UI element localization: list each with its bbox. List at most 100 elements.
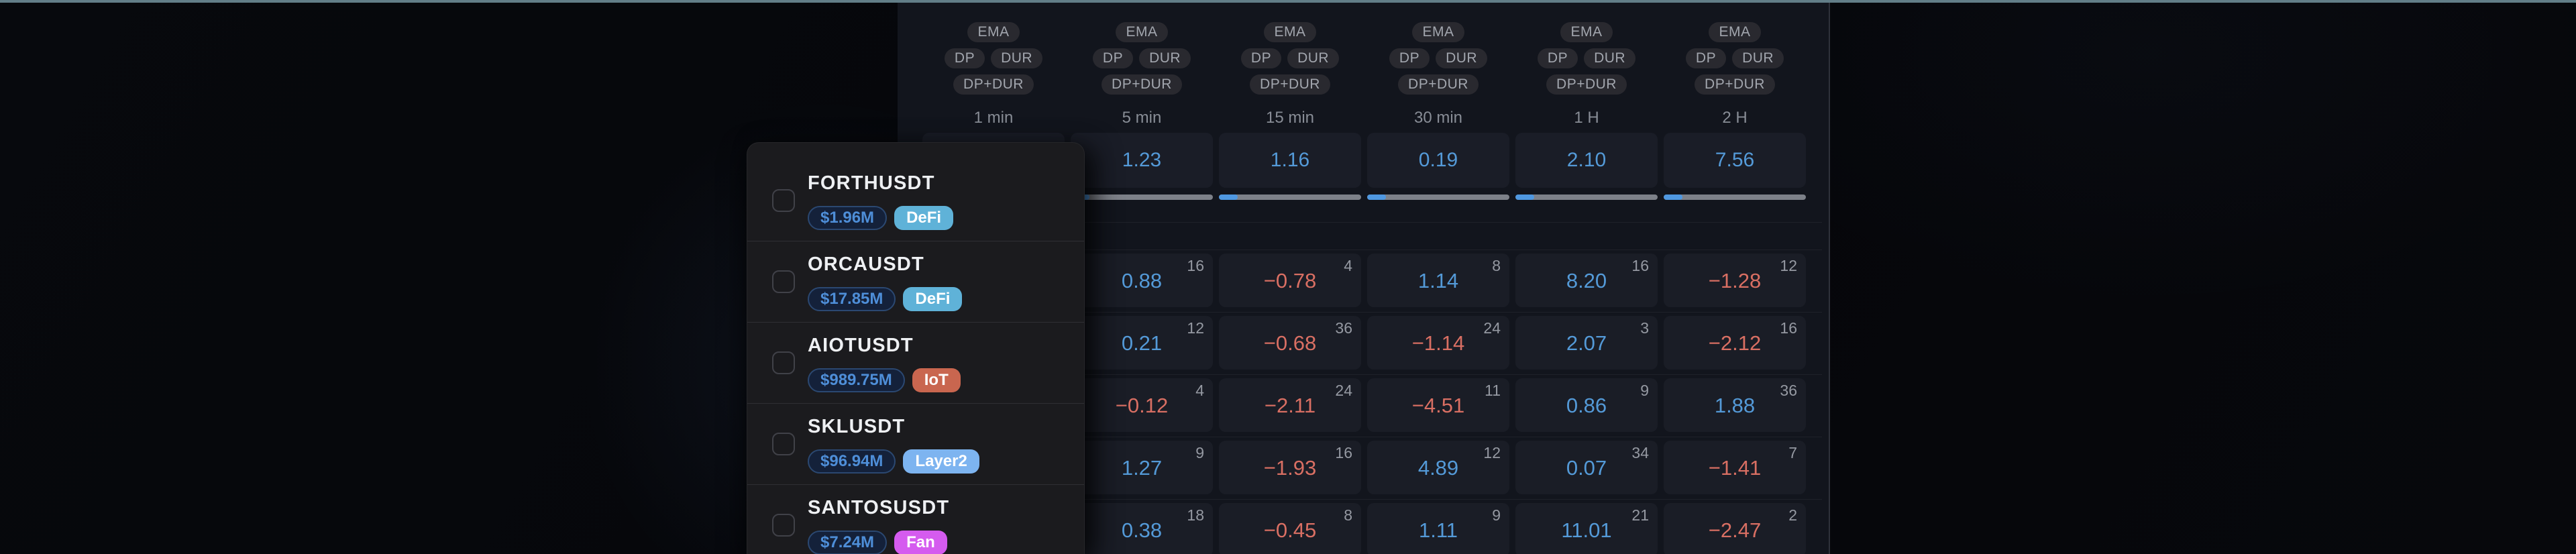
symbol-checkbox[interactable] <box>772 433 795 455</box>
duration-progress-bar <box>1071 195 1213 200</box>
signal-cell: 24 −1.14 <box>1367 316 1509 370</box>
signal-cell: 34 0.07 <box>1515 441 1658 494</box>
column-controls-2h: EMA DP DUR DP+DUR <box>1664 22 1806 95</box>
category-tag: Fan <box>894 531 947 554</box>
signal-cell: 21 11.01 <box>1515 503 1658 554</box>
symbol-list-item[interactable]: ORCAUSDT $17.85M DeFi <box>747 241 1084 323</box>
ema-button[interactable]: EMA <box>1412 22 1464 42</box>
ema-button[interactable]: EMA <box>1560 22 1613 42</box>
symbol-name: FORTHUSDT <box>808 172 935 194</box>
ema-button[interactable]: EMA <box>1116 22 1168 42</box>
progress-fill <box>1515 195 1534 200</box>
dp-button[interactable]: DP <box>1240 48 1282 68</box>
symbol-checkbox[interactable] <box>772 189 795 212</box>
dp-button[interactable]: DP <box>944 48 985 68</box>
dp-dur-button[interactable]: DP+DUR <box>1102 74 1182 95</box>
dur-button[interactable]: DUR <box>1139 48 1191 68</box>
signal-cell: 4 −0.78 <box>1219 254 1361 307</box>
market-cap-badge: $1.96M <box>808 206 888 230</box>
symbol-list-item[interactable]: FORTHUSDT $1.96M DeFi <box>747 160 1084 241</box>
ema-value-card: 2.10 <box>1515 133 1658 188</box>
signal-cell: 16 0.88 <box>1071 254 1213 307</box>
column-controls-15min: EMA DP DUR DP+DUR <box>1219 22 1361 95</box>
signal-cell: 8 1.14 <box>1367 254 1509 307</box>
symbol-checkbox[interactable] <box>772 351 795 374</box>
signal-cell: 8 −0.45 <box>1219 503 1361 554</box>
dur-button[interactable]: DUR <box>1287 48 1340 68</box>
dur-button[interactable]: DUR <box>1436 48 1488 68</box>
signal-cell: 16 −1.93 <box>1219 441 1361 494</box>
row-divider <box>904 312 1822 313</box>
symbol-list-item[interactable]: SANTOSUSDT $7.24M Fan <box>747 485 1084 554</box>
ema-button[interactable]: EMA <box>967 22 1020 42</box>
signal-cell: 9 0.86 <box>1515 378 1658 432</box>
dp-dur-button[interactable]: DP+DUR <box>1695 74 1775 95</box>
dur-button[interactable]: DUR <box>1732 48 1784 68</box>
ema-value-card: 7.56 <box>1664 133 1806 188</box>
dp-dur-button[interactable]: DP+DUR <box>1546 74 1627 95</box>
top-accent-bar <box>0 0 2576 3</box>
market-cap-badge: $7.24M <box>808 531 888 554</box>
signal-cell: 7 −1.41 <box>1664 441 1806 494</box>
timeframe-label: 30 min <box>1413 109 1463 127</box>
category-tag: DeFi <box>903 287 963 311</box>
column-controls-5min: EMA DP DUR DP+DUR <box>1071 22 1213 95</box>
signal-cell: 24 −2.11 <box>1219 378 1361 432</box>
column-controls-1h: EMA DP DUR DP+DUR <box>1515 22 1658 95</box>
timeframe-label: 15 min <box>1265 109 1315 127</box>
column-controls-1min: EMA DP DUR DP+DUR <box>922 22 1065 95</box>
symbol-list-item[interactable]: AIOTUSDT $989.75M IoT <box>747 323 1084 404</box>
category-tag: Layer2 <box>903 449 979 474</box>
signal-cell: 4 −0.12 <box>1071 378 1213 432</box>
progress-fill <box>1367 195 1386 200</box>
symbol-checkbox[interactable] <box>772 514 795 537</box>
dp-dur-button[interactable]: DP+DUR <box>953 74 1034 95</box>
column-controls-30min: EMA DP DUR DP+DUR <box>1367 22 1509 95</box>
symbol-name: SKLUSDT <box>808 416 906 437</box>
dp-button[interactable]: DP <box>1537 48 1578 68</box>
ema-value-card: 0.19 <box>1367 133 1509 188</box>
category-tag: DeFi <box>894 206 954 230</box>
progress-fill <box>1219 195 1238 200</box>
ema-button[interactable]: EMA <box>1709 22 1761 42</box>
section-divider <box>904 222 1822 223</box>
signal-cell: 36 −0.68 <box>1219 316 1361 370</box>
signal-cell: 3 2.07 <box>1515 316 1658 370</box>
market-cap-badge: $989.75M <box>808 368 905 392</box>
dur-button[interactable]: DUR <box>991 48 1043 68</box>
signal-cell: 12 4.89 <box>1367 441 1509 494</box>
duration-progress-bar <box>1664 195 1806 200</box>
dp-button[interactable]: DP <box>1092 48 1134 68</box>
signal-cell: 16 8.20 <box>1515 254 1658 307</box>
row-divider <box>904 499 1822 500</box>
timeframe-header-row: 1 min 5 min 15 min 30 min 1 H 2 H <box>922 109 1806 127</box>
symbol-checkbox[interactable] <box>772 270 795 293</box>
symbol-dropdown-panel: FORTHUSDT $1.96M DeFi ORCAUSDT $17.85M D… <box>747 142 1085 554</box>
signal-cell: 36 1.88 <box>1664 378 1806 432</box>
ema-button[interactable]: EMA <box>1264 22 1316 42</box>
row-divider <box>904 374 1822 375</box>
dp-dur-button[interactable]: DP+DUR <box>1398 74 1479 95</box>
table-row: 4 −0.12 24 −2.11 11 −4.51 9 0.86 36 1.88 <box>922 378 1806 432</box>
market-cap-badge: $96.94M <box>808 449 896 474</box>
signal-cell: 16 −2.12 <box>1664 316 1806 370</box>
dp-button[interactable]: DP <box>1685 48 1727 68</box>
dp-button[interactable]: DP <box>1389 48 1430 68</box>
ema-value-card: 1.23 <box>1071 133 1213 188</box>
board-right-divider <box>1829 3 1830 554</box>
category-tag: IoT <box>912 368 961 392</box>
symbol-name: AIOTUSDT <box>808 335 914 356</box>
table-row: 12 0.21 36 −0.68 24 −1.14 3 2.07 16 −2.12 <box>922 316 1806 370</box>
progress-fill <box>1664 195 1682 200</box>
symbol-list-item[interactable]: SKLUSDT $96.94M Layer2 <box>747 404 1084 485</box>
signal-cell: 2 −2.47 <box>1664 503 1806 554</box>
column-controls-row: EMA DP DUR DP+DUR EMA DP DUR DP+DUR EMA … <box>922 22 1806 95</box>
symbol-name: SANTOSUSDT <box>808 497 950 518</box>
timeframe-label: 1 min <box>973 109 1014 127</box>
dur-button[interactable]: DUR <box>1584 48 1636 68</box>
market-cap-badge: $17.85M <box>808 287 896 311</box>
signal-cell: 11 −4.51 <box>1367 378 1509 432</box>
symbol-name: ORCAUSDT <box>808 254 924 275</box>
dp-dur-button[interactable]: DP+DUR <box>1250 74 1330 95</box>
